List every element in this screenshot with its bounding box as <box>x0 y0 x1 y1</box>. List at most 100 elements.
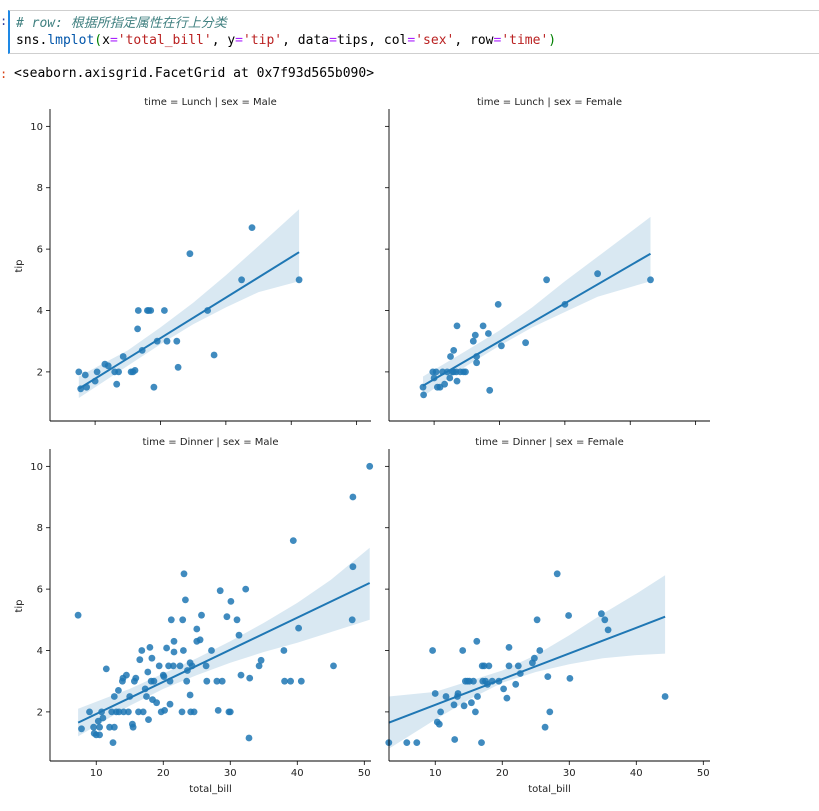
data-point <box>647 276 654 284</box>
data-point <box>180 570 188 578</box>
data-point <box>169 662 177 670</box>
data-point <box>533 616 541 624</box>
panel-title: time = Dinner | sex = Female <box>475 437 623 448</box>
data-point <box>546 708 554 716</box>
data-point <box>478 739 485 746</box>
data-point <box>255 662 263 670</box>
data-point <box>102 665 110 673</box>
data-point <box>514 662 522 670</box>
data-point <box>485 330 492 337</box>
data-point <box>139 708 147 716</box>
data-point <box>257 656 265 664</box>
y-tick-label: 2 <box>37 367 43 378</box>
data-point <box>123 671 130 679</box>
data-point <box>503 694 511 702</box>
data-point <box>150 383 158 391</box>
y-tick-label: 10 <box>30 122 43 133</box>
x-tick-label: 40 <box>291 768 304 779</box>
data-point <box>238 276 246 284</box>
y-tick-label: 6 <box>37 245 43 256</box>
data-point <box>469 337 477 345</box>
data-point <box>115 368 122 376</box>
data-point <box>472 708 479 716</box>
data-point <box>193 625 201 633</box>
data-point <box>453 377 461 385</box>
y-tick-label: 8 <box>37 523 43 534</box>
code-editor[interactable]: # row: 根据所指定属性在行上分类 sns.lmplot(x='total_… <box>16 15 556 49</box>
data-point <box>473 359 480 367</box>
data-point <box>196 636 204 644</box>
data-point <box>459 647 467 654</box>
confidence-band <box>78 209 300 398</box>
data-point <box>485 662 493 670</box>
data-point <box>462 368 469 376</box>
data-point <box>543 276 550 284</box>
x-axis-label: total_bill <box>189 784 232 795</box>
data-point <box>280 647 288 654</box>
data-point <box>661 693 669 700</box>
data-point <box>451 736 459 743</box>
data-point <box>81 371 89 379</box>
data-point <box>441 380 448 388</box>
x-tick-label: 50 <box>358 768 371 779</box>
data-point <box>226 708 234 716</box>
x-tick-label: 20 <box>496 768 509 779</box>
panel-title: time = Dinner | sex = Male <box>142 437 278 448</box>
data-point <box>474 693 481 700</box>
data-point <box>432 368 440 376</box>
y-tick-label: 4 <box>37 306 43 317</box>
data-point <box>213 677 221 685</box>
data-point <box>598 610 605 618</box>
data-point <box>163 337 171 345</box>
data-point <box>413 739 421 746</box>
data-point <box>202 662 210 670</box>
data-point <box>153 699 161 707</box>
data-point <box>480 662 488 670</box>
data-point <box>129 723 137 731</box>
data-point <box>453 322 461 330</box>
data-point <box>470 677 477 685</box>
data-point <box>143 693 150 700</box>
data-point <box>104 362 112 370</box>
data-point <box>96 723 103 731</box>
regression-line <box>388 615 666 724</box>
data-point <box>431 690 439 697</box>
data-point <box>144 668 152 676</box>
data-point <box>227 598 235 605</box>
data-point <box>505 644 513 651</box>
x-tick-label: 10 <box>429 768 442 779</box>
data-point <box>522 339 529 347</box>
regression-line <box>422 252 652 387</box>
facet-panel-4: time = Dinner | sex = Female 10 20 30 40 50 to… <box>385 437 710 795</box>
data-point <box>297 677 305 685</box>
data-point <box>349 493 357 501</box>
data-point <box>295 276 303 284</box>
data-point <box>163 644 171 652</box>
data-point <box>494 301 502 308</box>
data-point <box>99 714 107 722</box>
cell-output: <seaborn.axisgrid.FacetGrid at 0x7f93d56… <box>14 66 375 81</box>
x-tick-label: 40 <box>630 768 643 779</box>
data-point <box>173 337 181 345</box>
data-point <box>473 637 481 645</box>
data-point <box>437 708 444 716</box>
data-point <box>403 739 411 746</box>
data-point <box>134 307 142 314</box>
y-tick-label: 10 <box>30 462 43 473</box>
data-point <box>147 307 155 314</box>
data-point <box>134 325 142 333</box>
data-point <box>74 611 82 619</box>
data-point <box>120 708 128 716</box>
code-cell[interactable]: # row: 根据所指定属性在行上分类 sns.lmplot(x='total_… <box>8 10 819 54</box>
data-point <box>161 707 169 714</box>
data-point <box>289 537 297 544</box>
x-tick-label: 10 <box>90 768 103 779</box>
data-point <box>348 616 356 624</box>
data-point <box>131 367 139 374</box>
data-point <box>148 654 156 662</box>
data-point <box>186 691 194 699</box>
data-point <box>541 723 549 731</box>
data-point <box>182 596 189 604</box>
data-point <box>295 624 302 632</box>
data-point <box>471 331 479 339</box>
